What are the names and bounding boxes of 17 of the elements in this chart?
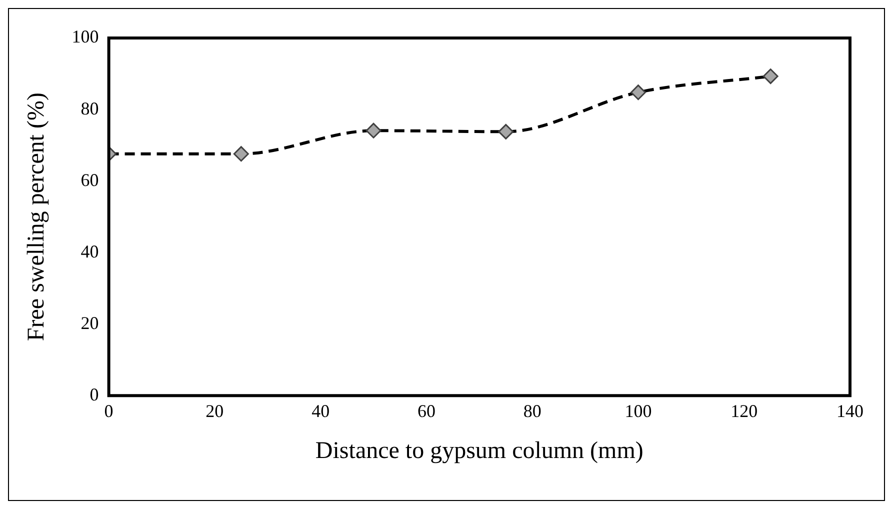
y-tick-label: 0 (90, 384, 99, 404)
y-axis-title: Free swelling percent (%) (24, 92, 50, 342)
x-tick-label: 80 (523, 401, 542, 422)
y-tick-label: 60 (80, 170, 99, 190)
x-tick-label: 140 (836, 401, 864, 422)
chart-frame: Distance to gypsum column (mm) Free swelling percent (%) 0 20 40 60 80 100 120 140 0 20 40 60 80 100 (8, 8, 885, 501)
x-tick-label: 20 (206, 401, 224, 422)
x-tick-label: 40 (312, 401, 330, 422)
x-axis-title: Distance to gypsum column (mm) (315, 438, 644, 464)
y-tick-label: 100 (72, 26, 99, 47)
x-tick-label: 60 (417, 401, 436, 422)
y-tick-label: 40 (80, 241, 99, 262)
y-tick-label: 20 (80, 312, 99, 333)
x-tick-label: 0 (104, 401, 114, 422)
y-tick-label: 80 (80, 98, 99, 118)
x-tick-label: 100 (624, 401, 652, 422)
x-tick-label: 120 (730, 401, 758, 422)
